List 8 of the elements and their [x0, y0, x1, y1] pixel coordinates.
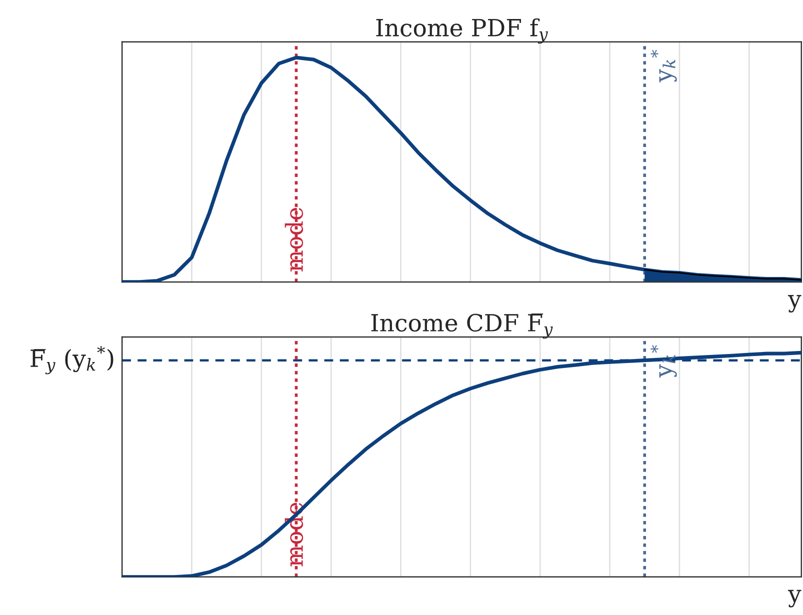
- annotation: y$_{k}$$^{*}$: [650, 345, 677, 378]
- ref-line-label: F̅$_{y}$ (y$_{k}$$^{*}$): [30, 346, 114, 374]
- x-axis-title: y: [788, 294, 802, 312]
- annotation: mode: [284, 208, 304, 272]
- annotation: y$_{k}$$^{*}$: [650, 50, 677, 82]
- chart-title: Income PDF f$_{y}$: [376, 18, 548, 44]
- chart-title: Income CDF F̅$_{y}$: [371, 314, 553, 339]
- x-axis-title: y: [788, 590, 802, 608]
